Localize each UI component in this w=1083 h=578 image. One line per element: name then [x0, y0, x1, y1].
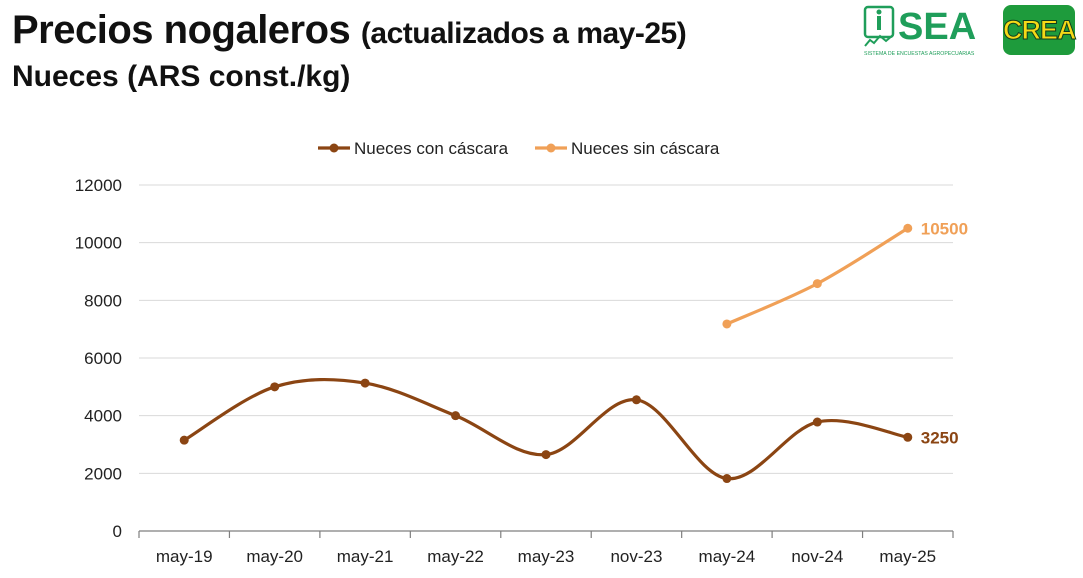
- sea-logo-tagline: SISTEMA DE ENCUESTAS AGROPECUARIAS: [864, 51, 975, 57]
- sea-logo: SEA SISTEMA DE ENCUESTAS AGROPECUARIAS: [862, 2, 988, 58]
- data-point: [451, 411, 461, 421]
- data-point: [903, 432, 913, 442]
- y-tick-label: 0: [113, 522, 122, 541]
- legend-label: Nueces sin cáscara: [571, 139, 720, 158]
- data-point: [631, 395, 641, 405]
- x-tick-label: may-25: [879, 547, 936, 566]
- x-tick-label: nov-23: [610, 547, 662, 566]
- sea-logo-text: SEA: [898, 6, 976, 48]
- data-point: [722, 319, 732, 329]
- plot-area: 3250 10500: [179, 219, 968, 484]
- series-line: [182, 377, 910, 481]
- y-tick-label: 6000: [84, 349, 122, 368]
- y-tick-label: 2000: [84, 464, 122, 483]
- data-point: [360, 378, 370, 388]
- chart-subtitle: Nueces (ARS const./kg): [12, 60, 351, 93]
- data-label: 3250: [921, 428, 959, 447]
- chart-title: Precios nogaleros (actualizados a may-25…: [12, 8, 687, 53]
- legend-marker: [546, 143, 556, 153]
- chart-legend: Nueces con cáscara Nueces sin cáscara: [318, 139, 720, 158]
- title-sub: (actualizados a may-25): [360, 17, 687, 50]
- data-point: [722, 474, 732, 484]
- y-tick-label: 8000: [84, 291, 122, 310]
- crea-logo: CREA: [1003, 5, 1078, 55]
- data-point: [903, 223, 913, 233]
- data-point: [270, 382, 280, 392]
- y-axis: 0 2000 4000 6000 8000 10000 12000: [75, 176, 122, 541]
- x-tick-label: nov-24: [791, 547, 843, 566]
- grid-lines: [139, 184, 953, 474]
- line-chart: Nueces con cáscara Nueces sin cáscara 0 20…: [75, 139, 968, 566]
- data-point: [541, 450, 551, 460]
- x-tick-label: may-20: [246, 547, 303, 566]
- sea-logo-graphic: SEA SISTEMA DE ENCUESTAS AGROPECUARIAS: [863, 5, 976, 57]
- data-point: [812, 417, 822, 427]
- x-tick-label: may-19: [156, 547, 213, 566]
- y-tick-label: 12000: [75, 176, 122, 195]
- x-tick-label: may-21: [337, 547, 394, 566]
- x-tick-label: may-24: [699, 547, 756, 566]
- sea-bar-icon: [877, 16, 881, 30]
- y-tick-label: 4000: [84, 407, 122, 426]
- x-tick-label: may-23: [518, 547, 575, 566]
- legend-label: Nueces con cáscara: [354, 139, 509, 158]
- sea-trend-icon: [864, 34, 894, 47]
- sea-dot-icon: [876, 9, 882, 15]
- data-point: [179, 435, 189, 445]
- x-tick-label: may-22: [427, 547, 484, 566]
- data-point: [812, 279, 822, 289]
- title-main: Precios nogaleros: [12, 8, 351, 52]
- crea-logo-text: CREA: [1003, 15, 1078, 46]
- x-axis: may-19 may-20 may-21 may-22 may-23 nov-23 may-…: [138, 530, 954, 566]
- legend-marker: [329, 143, 339, 153]
- y-tick-label: 10000: [75, 234, 122, 253]
- data-label: 10500: [921, 219, 968, 238]
